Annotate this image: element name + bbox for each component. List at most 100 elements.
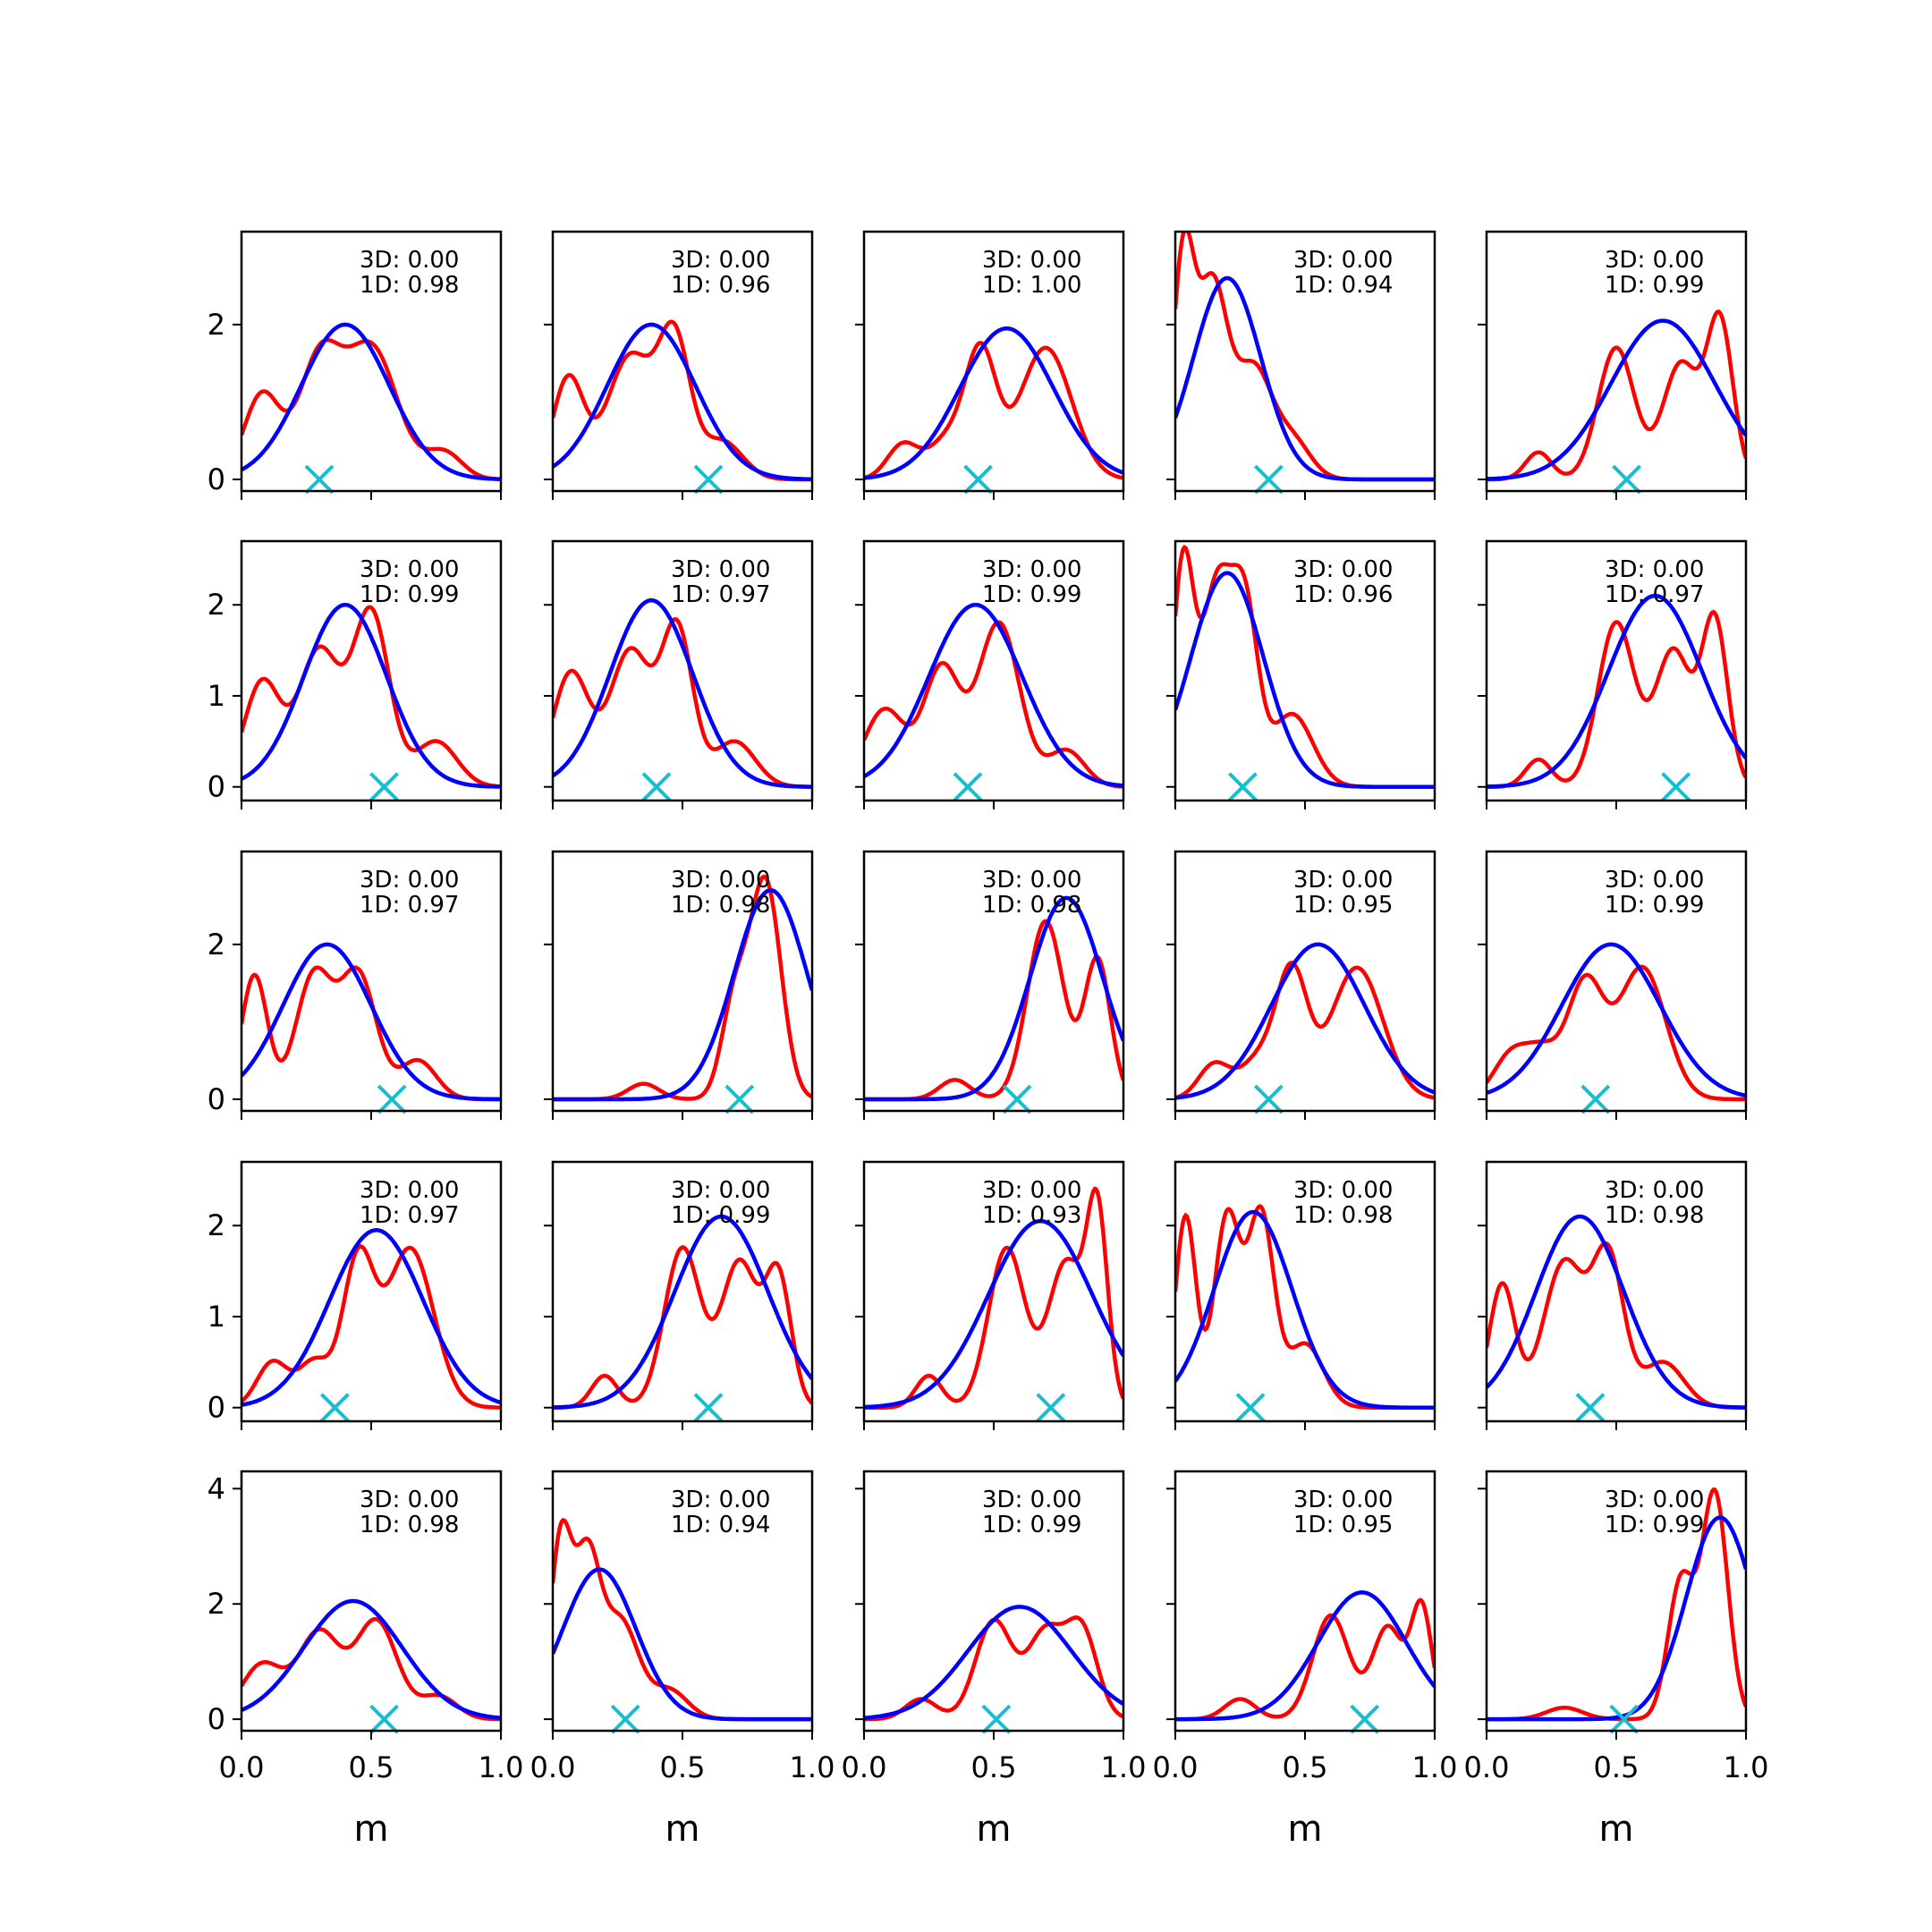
annotation-1d: 1D: 0.98 [1605,1202,1704,1229]
marker-x [1661,772,1691,802]
annotation-3d: 3D: 0.00 [671,867,770,894]
y-tick-label: 0 [208,1702,225,1736]
y-tick-label: 1 [208,1300,225,1334]
x-tick-label: 0.5 [971,1750,1017,1784]
y-tick-label: 2 [208,928,225,962]
marker-x [963,464,994,495]
x-axis-label: m [977,1809,1012,1850]
annotation-3d: 3D: 0.00 [1605,556,1704,583]
marker-x [1235,1393,1266,1423]
y-tick-label: 2 [208,588,225,622]
series-line-blue [553,888,812,1102]
annotation-1d: 1D: 0.97 [671,581,770,608]
annotation-1d: 1D: 0.96 [1293,581,1393,608]
annotation-3d: 3D: 0.00 [982,1487,1081,1513]
y-tick-label: 0 [208,1082,225,1116]
x-tick-label: 0.0 [219,1750,265,1784]
annotation-1d: 1D: 0.99 [1605,892,1704,919]
annotation-3d: 3D: 0.00 [360,556,459,583]
series-line-blue [864,1218,1123,1410]
marker-x [1580,1084,1611,1114]
marker-x [1612,464,1642,495]
x-axis-label: m [665,1809,700,1850]
series-line-blue [1175,275,1435,482]
marker-x [981,1704,1012,1734]
series-line-blue [1175,942,1435,1100]
series-line-blue [553,1214,812,1410]
x-tick-label: 1.0 [1412,1750,1458,1784]
marker-x [1253,464,1284,495]
y-tick-label: 2 [208,1587,225,1621]
annotation-1d: 1D: 0.96 [671,272,770,299]
marker-x [724,1084,755,1114]
annotation-1d: 1D: 0.98 [671,892,770,919]
marker-x [377,1084,407,1114]
x-axis-label: m [354,1809,389,1850]
series-line-red [242,1244,501,1410]
x-tick-label: 0.0 [842,1750,887,1784]
marker-x [1575,1393,1606,1423]
series-line-blue [242,942,501,1102]
x-tick-label: 0.0 [530,1750,576,1784]
marker-x [610,1704,640,1734]
marker-x [953,772,983,802]
series-line-red [242,605,501,789]
y-tick-label: 1 [208,679,225,713]
x-tick-label: 1.0 [790,1750,835,1784]
annotation-1d: 1D: 0.99 [671,1202,770,1229]
marker-x [1609,1704,1640,1734]
annotation-3d: 3D: 0.00 [982,247,1081,274]
series-line-red [1487,964,1746,1102]
y-tick-label: 2 [208,1208,225,1242]
annotation-3d: 3D: 0.00 [1293,1177,1393,1204]
series-line-blue [1175,571,1435,789]
annotation-3d: 3D: 0.00 [671,1177,770,1204]
x-axis-label: m [1599,1809,1634,1850]
series-line-blue [1175,1209,1435,1410]
y-tick-label: 2 [208,308,225,342]
marker-x [1253,1084,1284,1114]
annotation-3d: 3D: 0.00 [1605,1177,1704,1204]
series-line-blue [553,597,812,789]
annotation-1d: 1D: 0.97 [1605,581,1704,608]
annotation-3d: 3D: 0.00 [1293,247,1393,274]
series-line-blue [864,326,1123,480]
series-line-red [553,1245,812,1410]
series-line-blue [1487,318,1746,481]
annotation-1d: 1D: 0.98 [360,1512,459,1538]
annotation-1d: 1D: 0.97 [360,1202,459,1229]
annotation-3d: 3D: 0.00 [982,867,1081,894]
annotation-3d: 3D: 0.00 [671,1487,770,1513]
annotation-3d: 3D: 0.00 [671,247,770,274]
annotation-1d: 1D: 0.98 [1293,1202,1393,1229]
series-line-blue [864,602,1123,788]
x-tick-label: 0.5 [1594,1750,1640,1784]
annotation-3d: 3D: 0.00 [982,1177,1081,1204]
series-line-blue [864,895,1123,1102]
marker-x [304,464,335,495]
annotation-3d: 3D: 0.00 [1605,1487,1704,1513]
series-line-blue [1487,593,1746,789]
annotation-3d: 3D: 0.00 [671,556,770,583]
marker-x [693,464,724,495]
annotation-1d: 1D: 0.99 [360,581,459,608]
marker-x [369,1704,399,1734]
annotation-1d: 1D: 0.99 [982,581,1081,608]
